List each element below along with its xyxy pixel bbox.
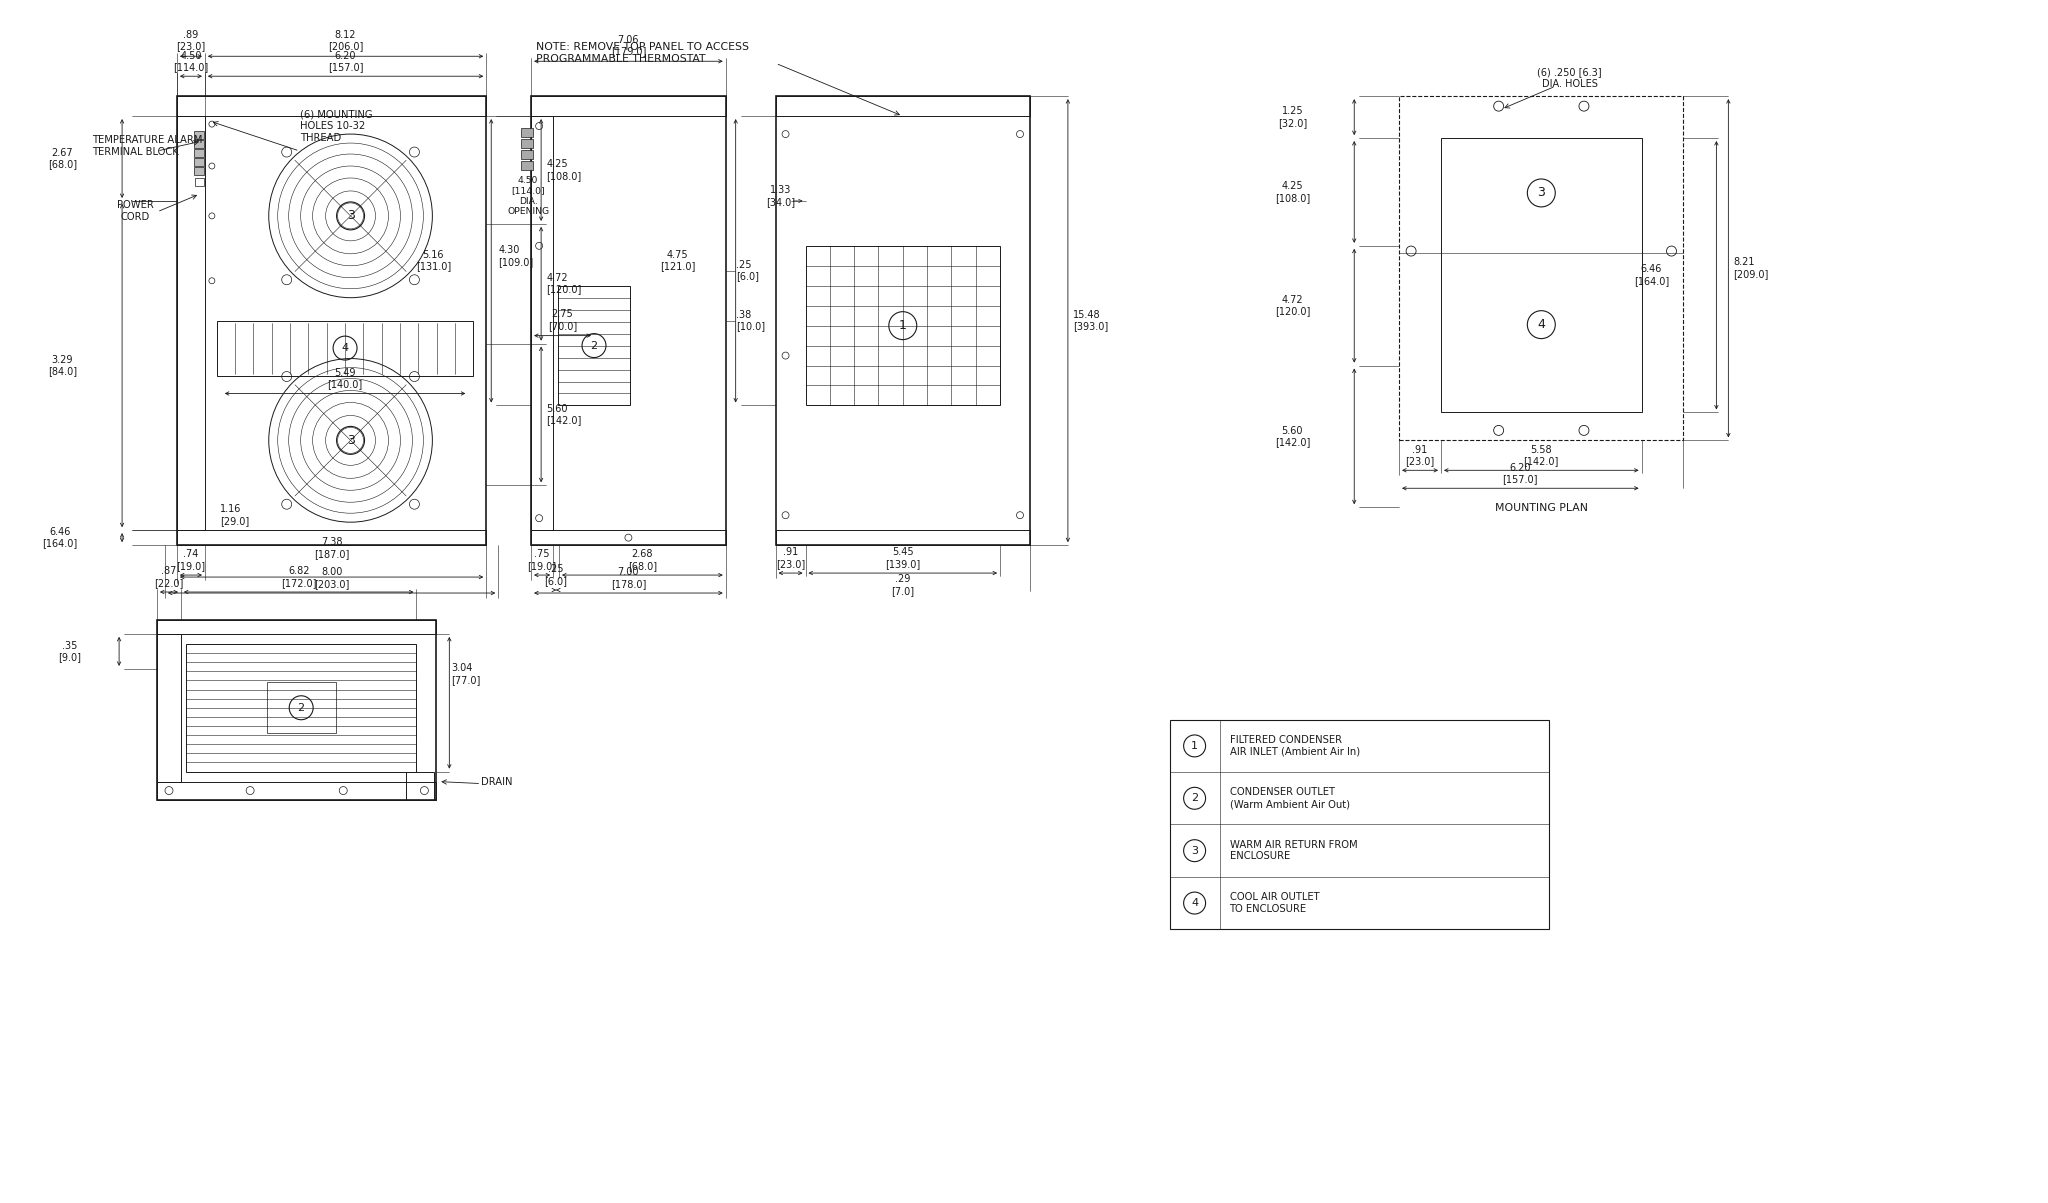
Text: 5.58
[142.0]: 5.58 [142.0] [1524,445,1559,467]
Text: .35
[9.0]: .35 [9.0] [57,640,80,662]
Bar [530,96,725,117]
Text: 5.45
[139.0]: 5.45 [139.0] [885,547,920,569]
Text: 7.38
[187.0]: 7.38 [187.0] [313,538,350,559]
Bar [195,149,205,158]
Text: .74
[19.0]: .74 [19.0] [176,550,205,571]
Text: (6) MOUNTING
HOLES 10-32
THREAD: (6) MOUNTING HOLES 10-32 THREAD [299,109,373,143]
Text: 5.49
[140.0]: 5.49 [140.0] [328,368,362,390]
Text: .25
[6.0]: .25 [6.0] [545,564,567,586]
Text: 5.60
[142.0]: 5.60 [142.0] [1274,426,1311,448]
Text: 2.67
[68.0]: 2.67 [68.0] [47,148,76,170]
Bar [266,682,336,734]
Bar [557,286,631,405]
Text: MOUNTING PLAN: MOUNTING PLAN [1495,503,1587,514]
Bar [176,96,485,545]
Text: 4.72
[120.0]: 4.72 [120.0] [547,273,582,295]
Bar [530,531,725,545]
Text: 6.82
[172.0]: 6.82 [172.0] [281,567,317,588]
Text: 1: 1 [899,319,907,332]
Text: 3: 3 [1192,846,1198,855]
Bar [520,150,532,159]
Text: 7.06
[179.0]: 7.06 [179.0] [610,35,645,57]
Text: 1.33
[34.0]: 1.33 [34.0] [766,185,795,207]
Bar [406,771,434,800]
Bar [217,321,473,375]
Text: .25
[6.0]: .25 [6.0] [735,260,758,282]
Text: 6.46
[164.0]: 6.46 [164.0] [1634,265,1669,286]
Bar [158,620,436,800]
Text: .75
[19.0]: .75 [19.0] [528,550,557,571]
Text: 4.30
[109.0]: 4.30 [109.0] [498,245,532,267]
Text: 4: 4 [1192,899,1198,908]
Text: 8.21
[209.0]: 8.21 [209.0] [1733,257,1769,279]
Bar [195,167,205,174]
Bar [805,245,999,405]
Text: 15.48
[393.0]: 15.48 [393.0] [1073,310,1108,332]
Text: 4.25
[108.0]: 4.25 [108.0] [547,159,582,180]
Text: 5.16
[131.0]: 5.16 [131.0] [416,250,451,272]
Bar [776,531,1030,545]
Bar [186,644,416,771]
Text: POWER
CORD: POWER CORD [117,200,154,221]
Text: .91
[23.0]: .91 [23.0] [1405,445,1436,467]
Bar [520,161,532,170]
Text: 3: 3 [346,434,354,446]
Bar [195,131,205,140]
Bar [195,140,205,148]
Text: (6) .250 [6.3]
DIA. HOLES: (6) .250 [6.3] DIA. HOLES [1538,67,1602,89]
Text: 1: 1 [1192,741,1198,751]
Text: NOTE: REMOVE TOP PANEL TO ACCESS
PROGRAMMABLE THERMOSTAT: NOTE: REMOVE TOP PANEL TO ACCESS PROGRAM… [537,42,750,64]
Bar [520,140,532,148]
Text: FILTERED CONDENSER
AIR INLET (Ambient Air In): FILTERED CONDENSER AIR INLET (Ambient Ai… [1229,735,1360,757]
Bar [195,158,205,166]
Bar [158,634,180,782]
Text: 5.60
[142.0]: 5.60 [142.0] [547,404,582,425]
Text: 3: 3 [346,209,354,223]
Bar [195,178,205,186]
Text: TEMPERATURE ALARM
TERMINAL BLOCK: TEMPERATURE ALARM TERMINAL BLOCK [92,135,203,156]
Text: .89
[23.0]: .89 [23.0] [176,30,205,52]
Bar [776,96,1030,545]
Bar [530,96,725,545]
Text: 3: 3 [1538,186,1546,200]
Text: 7.00
[178.0]: 7.00 [178.0] [610,568,645,589]
Text: 1.16
[29.0]: 1.16 [29.0] [219,504,250,526]
Bar [520,128,532,137]
Text: 4.25
[108.0]: 4.25 [108.0] [1274,182,1311,203]
Text: CONDENSER OUTLET
(Warm Ambient Air Out): CONDENSER OUTLET (Warm Ambient Air Out) [1229,788,1350,810]
Text: 2: 2 [1192,793,1198,804]
Text: 1.25
[32.0]: 1.25 [32.0] [1278,106,1307,128]
Text: 4.50
[114.0]
DIA.
OPENING: 4.50 [114.0] DIA. OPENING [508,176,549,217]
Bar [1399,96,1683,440]
Text: 2: 2 [297,703,305,712]
Text: 2.68
[68.0]: 2.68 [68.0] [629,550,657,571]
Text: 6.46
[164.0]: 6.46 [164.0] [43,527,78,549]
Text: .38
[10.0]: .38 [10.0] [735,310,764,332]
Bar [1442,138,1642,413]
Text: COOL AIR OUTLET
TO ENCLOSURE: COOL AIR OUTLET TO ENCLOSURE [1229,893,1319,914]
Bar [176,96,485,117]
Bar [176,117,205,531]
Text: .87
[22.0]: .87 [22.0] [154,567,184,588]
Text: 3.04
[77.0]: 3.04 [77.0] [451,663,481,685]
Bar [776,96,1030,117]
Text: 4.50
[114.0]: 4.50 [114.0] [174,51,209,72]
Text: WARM AIR RETURN FROM
ENCLOSURE: WARM AIR RETURN FROM ENCLOSURE [1229,840,1358,861]
Bar [1169,719,1548,929]
Bar [530,117,553,531]
Text: 4.75
[121.0]: 4.75 [121.0] [659,250,696,272]
Text: 8.12
[206.0]: 8.12 [206.0] [328,30,362,52]
Text: 4: 4 [1538,318,1546,331]
Bar [176,531,485,545]
Text: DRAIN: DRAIN [481,777,512,787]
Text: 4.72
[120.0]: 4.72 [120.0] [1274,295,1311,316]
Text: 6.20
[157.0]: 6.20 [157.0] [1503,463,1538,485]
Text: .29
[7.0]: .29 [7.0] [891,574,913,595]
Bar [158,620,436,634]
Text: 6.20
[157.0]: 6.20 [157.0] [328,51,362,72]
Text: 3.29
[84.0]: 3.29 [84.0] [47,355,76,377]
Text: 2: 2 [590,340,598,350]
Bar [158,782,436,800]
Text: 4: 4 [342,343,348,354]
Text: 2.75
[70.0]: 2.75 [70.0] [549,309,578,331]
